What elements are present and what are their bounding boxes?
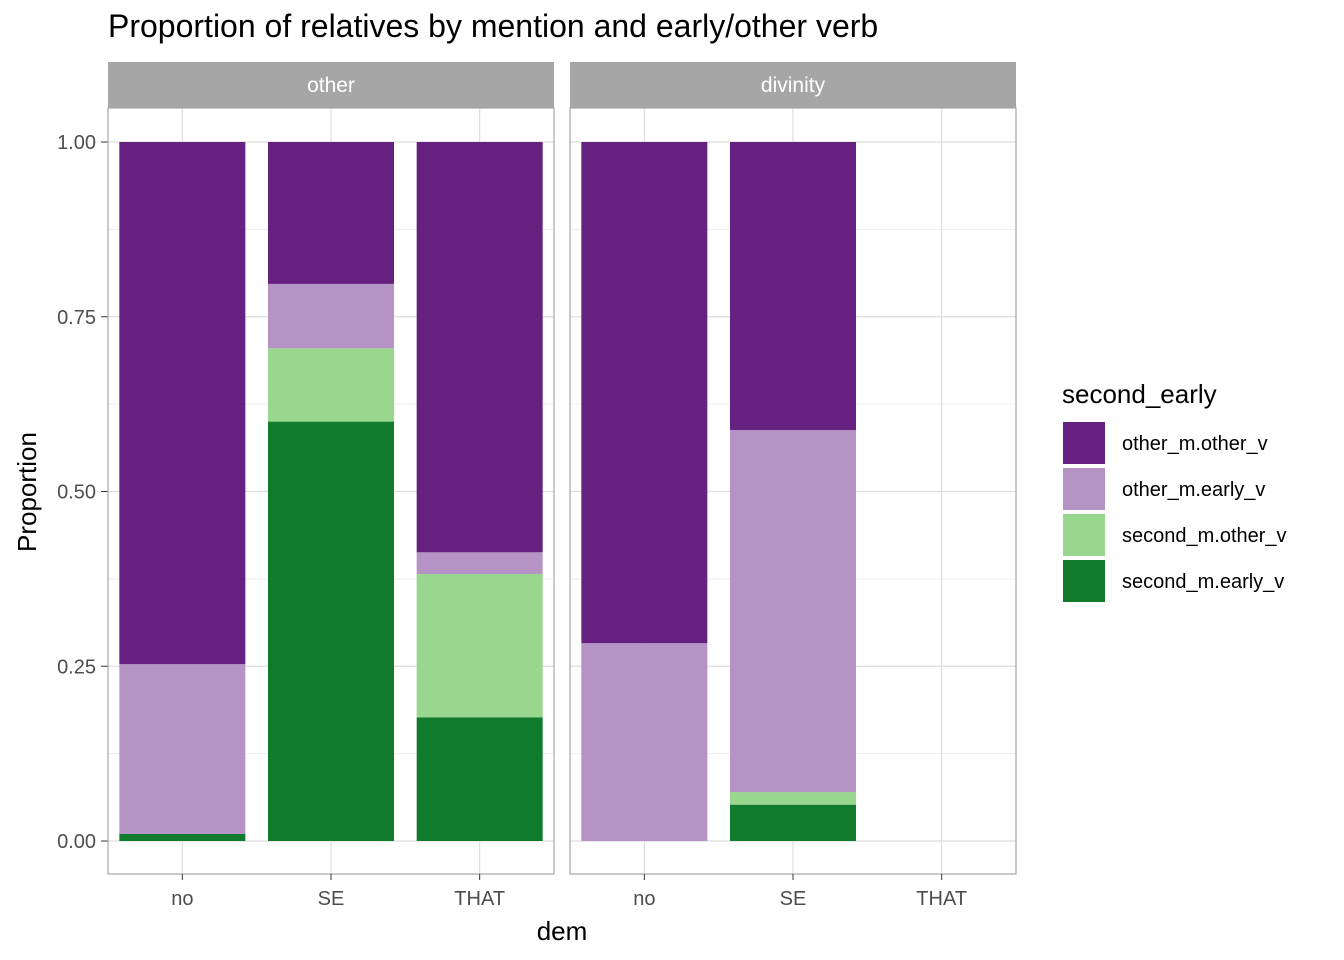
bar-segment-other_m.other_v: [416, 142, 543, 553]
legend-item: second_m.other_v: [1061, 512, 1287, 558]
y-tick-label: 0.50: [57, 482, 96, 504]
legend-swatch: [1061, 466, 1107, 512]
x-tick-label: THAT: [454, 888, 505, 910]
legend-label: second_m.early_v: [1122, 571, 1284, 593]
legend-swatch: [1061, 512, 1107, 558]
facet-strip: [570, 62, 1016, 108]
bar-segment-other_m.other_v: [119, 142, 246, 665]
bar-segment-other_m.other_v: [268, 142, 394, 284]
legend-item: other_m.other_v: [1061, 420, 1268, 466]
bar-segment-other_m.early_v: [268, 283, 394, 349]
bar-segment-other_m.early_v: [730, 429, 856, 793]
bar-no: [581, 142, 708, 841]
legend-item: second_m.early_v: [1061, 558, 1284, 604]
y-axis-title: Proportion: [12, 432, 42, 552]
legend-swatch: [1061, 420, 1107, 466]
bar-segment-second_m.early_v: [416, 717, 543, 841]
bar-segment-other_m.early_v: [581, 643, 708, 841]
bar-segment-second_m.early_v: [730, 804, 856, 841]
facet-panel-other: other no SE THAT: [107, 62, 555, 910]
facet-panel-divinity: divinity no SE THAT: [569, 62, 1017, 910]
bar-segment-second_m.other_v: [730, 792, 856, 805]
y-tick-label: 1.00: [57, 132, 96, 154]
x-tick-label: SE: [780, 888, 807, 910]
chart-title: Proportion of relatives by mention and e…: [108, 8, 879, 44]
legend: second_early other_m.other_v other_m.early…: [1061, 379, 1287, 604]
bar-THAT: [416, 142, 543, 841]
x-tick-label: SE: [318, 888, 345, 910]
x-tick-label: no: [633, 888, 655, 910]
x-tick-label: THAT: [916, 888, 967, 910]
facet-strip-label: divinity: [761, 74, 826, 97]
bar-segment-second_m.early_v: [268, 421, 394, 841]
bar-SE: [730, 142, 856, 841]
legend-title: second_early: [1062, 379, 1217, 409]
bar-segment-second_m.other_v: [416, 573, 543, 718]
legend-label: second_m.other_v: [1122, 525, 1287, 547]
bar-segment-other_m.early_v: [416, 552, 543, 574]
x-axis-title: dem: [537, 916, 588, 946]
facet-strip: [108, 62, 554, 108]
y-tick-label: 0.75: [57, 307, 96, 329]
legend-item: other_m.early_v: [1061, 466, 1265, 512]
legend-label: other_m.other_v: [1122, 433, 1268, 455]
y-tick-label: 0.00: [57, 831, 96, 853]
legend-swatch: [1061, 558, 1107, 604]
bar-segment-other_m.early_v: [119, 664, 246, 835]
legend-label: other_m.early_v: [1122, 479, 1265, 501]
facet-strip-label: other: [307, 74, 355, 97]
y-tick-label: 0.25: [57, 656, 96, 678]
bar-no: [119, 142, 246, 841]
x-tick-label: no: [171, 888, 193, 910]
bar-segment-other_m.other_v: [730, 142, 856, 430]
bar-SE: [268, 142, 394, 841]
bar-segment-second_m.other_v: [268, 348, 394, 422]
bar-segment-second_m.early_v: [119, 834, 246, 841]
bar-segment-other_m.other_v: [581, 142, 708, 644]
